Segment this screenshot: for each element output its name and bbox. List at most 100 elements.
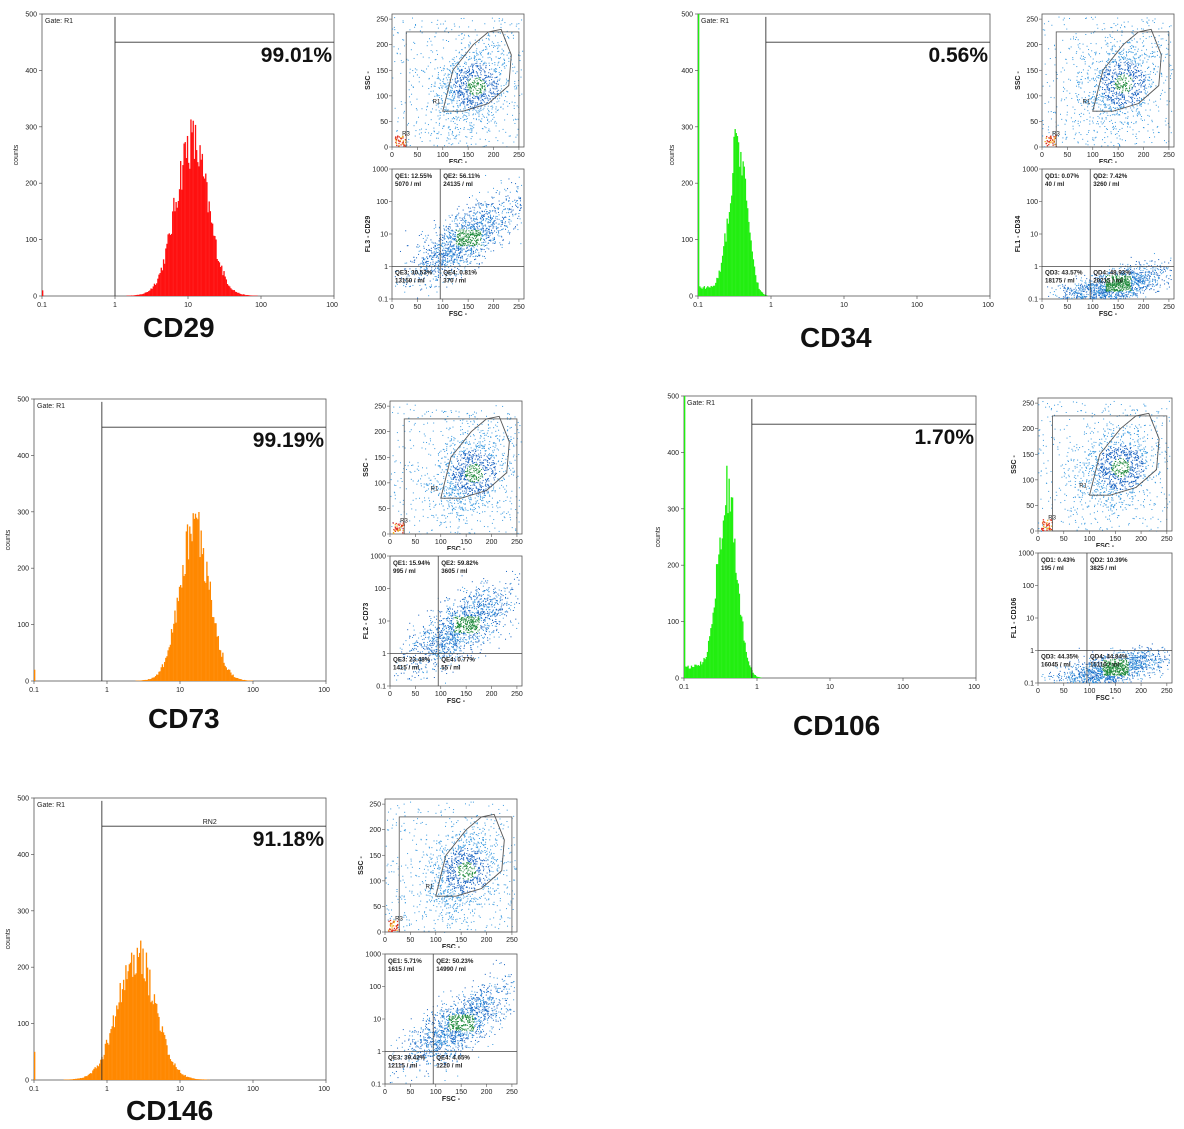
scatter-point xyxy=(433,246,435,248)
scatter-point xyxy=(448,226,450,228)
scatter-point xyxy=(461,39,463,41)
scatter-point xyxy=(500,85,502,87)
scatter-point xyxy=(1099,89,1101,91)
scatter-point xyxy=(475,92,477,94)
scatter-point xyxy=(1140,97,1142,99)
y-tick-label: 100 xyxy=(376,93,388,100)
scatter-point xyxy=(1081,83,1083,85)
scatter-point xyxy=(1140,76,1142,78)
scatter-point xyxy=(396,137,398,139)
scatter-point xyxy=(493,223,495,225)
histogram-bar xyxy=(732,173,734,296)
histogram-bar xyxy=(136,294,139,296)
scatter-point xyxy=(408,80,410,82)
scatter-point xyxy=(420,289,422,291)
scatter-point xyxy=(443,78,445,80)
scatter-point xyxy=(467,95,469,97)
scatter-point xyxy=(466,236,468,238)
scatter-point xyxy=(474,234,476,236)
scatter-point xyxy=(474,39,476,41)
scatter-point xyxy=(1110,83,1112,85)
scatter-point xyxy=(1121,122,1123,124)
scatter-point xyxy=(473,57,475,59)
scatter-point xyxy=(476,77,478,79)
scatter-point xyxy=(1143,99,1145,101)
scatter-point xyxy=(479,138,481,140)
scatter-point xyxy=(424,261,426,263)
scatter-point xyxy=(1097,67,1099,69)
scatter-point xyxy=(485,174,487,176)
scatter-point xyxy=(426,275,428,277)
scatter-point xyxy=(415,24,417,26)
scatter-point xyxy=(1115,87,1117,89)
scatter-point xyxy=(449,242,451,244)
scatter-point xyxy=(1074,38,1076,40)
scatter-point xyxy=(447,261,449,263)
scatter-point xyxy=(443,242,445,244)
histogram-bar xyxy=(756,282,758,296)
scatter-point xyxy=(1129,286,1131,288)
scatter-point xyxy=(501,88,503,90)
scatter-point xyxy=(467,59,469,61)
scatter-point xyxy=(481,244,483,246)
scatter-point xyxy=(1074,134,1076,136)
scatter-point xyxy=(1121,50,1123,52)
scatter-point xyxy=(475,240,477,242)
scatter-point xyxy=(1136,71,1138,73)
scatter-point xyxy=(1072,125,1074,127)
scatter-point xyxy=(461,48,463,50)
scatter-point xyxy=(504,22,506,24)
histogram-bar xyxy=(185,158,188,296)
scatter-point xyxy=(466,93,468,95)
scatter-point xyxy=(462,237,464,239)
scatter-point xyxy=(491,96,493,98)
scatter-point xyxy=(445,119,447,121)
scatter-point xyxy=(446,261,448,263)
scatter-point xyxy=(1097,123,1099,125)
scatter-point xyxy=(1094,91,1096,93)
scatter-point xyxy=(485,67,487,69)
scatter-point xyxy=(462,232,464,234)
scatter-point xyxy=(1092,62,1094,64)
scatter-point xyxy=(438,247,440,249)
scatter-point xyxy=(468,75,470,77)
histogram-bar xyxy=(747,208,749,296)
scatter-point xyxy=(1123,56,1125,58)
scatter-point xyxy=(498,193,500,195)
scatter-point xyxy=(1161,89,1163,91)
scatter-point xyxy=(466,79,468,81)
scatter-point xyxy=(494,95,496,97)
scatter-point xyxy=(417,244,419,246)
scatter-point xyxy=(492,232,494,234)
scatter-point xyxy=(514,102,516,104)
scatter-point xyxy=(516,190,518,192)
scatter-point xyxy=(462,92,464,94)
scatter-point xyxy=(462,82,464,84)
scatter-point xyxy=(464,111,466,113)
scatter-point xyxy=(1118,60,1120,62)
scatter-point xyxy=(402,39,404,41)
scatter-point xyxy=(430,250,432,252)
scatter-point xyxy=(427,258,429,260)
scatter-point xyxy=(485,241,487,243)
scatter-point xyxy=(1136,92,1138,94)
scatter-point xyxy=(496,231,498,233)
scatter-point xyxy=(452,244,454,246)
scatter-point xyxy=(457,105,459,107)
scatter-point xyxy=(1088,103,1090,105)
scatter-point xyxy=(1066,136,1068,138)
scatter-point xyxy=(1110,109,1112,111)
scatter-point xyxy=(1111,269,1113,271)
scatter-point xyxy=(1108,66,1110,68)
scatter-point xyxy=(470,84,472,86)
scatter-point xyxy=(461,98,463,100)
scatter-point xyxy=(1093,130,1095,132)
scatter-point xyxy=(441,236,443,238)
scatter-point xyxy=(461,245,463,247)
scatter-point xyxy=(500,235,502,237)
scatter-point xyxy=(418,116,420,118)
scatter-point xyxy=(464,225,466,227)
scatter-point xyxy=(462,55,464,57)
scatter-point xyxy=(433,255,435,257)
histogram-bar xyxy=(42,290,44,296)
